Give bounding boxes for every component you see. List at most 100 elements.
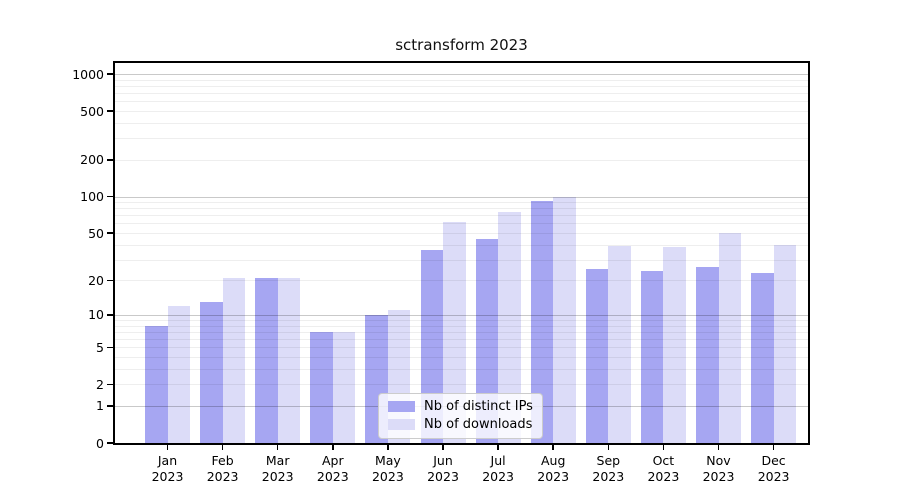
- x-tick-month-text: Feb: [211, 453, 234, 468]
- bar-downloads-nov: [718, 233, 741, 443]
- bar-distinct-ips-sep: [585, 269, 609, 443]
- x-tick-month-text: Apr: [321, 453, 344, 468]
- x-tick-mark-dec: [772, 445, 775, 450]
- y-tick-label-20: 20: [88, 272, 104, 288]
- x-tick-year-text: 2023: [647, 468, 680, 484]
- bar-downloads-jan: [167, 306, 190, 443]
- legend: Nb of distinct IPs Nb of downloads: [378, 393, 543, 439]
- minor-gridline-9: [115, 320, 808, 322]
- y-tick-mark-20: [107, 279, 113, 282]
- x-tick-year-text: 2023: [316, 468, 349, 484]
- x-tick-month-text: Oct: [652, 453, 675, 468]
- minor-gridline-6: [115, 339, 808, 341]
- legend-swatch-downloads: [388, 419, 415, 430]
- y-tick-mark-100: [107, 195, 113, 198]
- y-tick-label-2: 2: [96, 376, 104, 392]
- x-tick-mark-jul: [497, 445, 499, 450]
- x-tick-mark-feb: [221, 445, 224, 450]
- y-tick-mark-1: [107, 405, 113, 407]
- x-tick-label-jul: Jul 2023: [458, 453, 538, 484]
- legend-swatch-distinct-ips: [388, 401, 415, 412]
- bar-distinct-ips-dec: [751, 273, 774, 443]
- x-tick-label-aug: Aug 2023: [513, 453, 593, 484]
- minor-gridline-600: [115, 101, 808, 103]
- bar-downloads-jul: [498, 212, 521, 443]
- minor-gridline-2: [115, 384, 808, 386]
- minor-gridline-4: [115, 357, 808, 359]
- x-tick-mark-aug: [552, 445, 554, 450]
- x-tick-year-text: 2023: [206, 468, 239, 484]
- x-tick-label-dec: Dec 2023: [734, 453, 814, 484]
- x-tick-month-text: Aug: [540, 453, 566, 468]
- chart-title: sctransform 2023: [395, 36, 528, 54]
- x-tick-month-text: Mar: [265, 453, 290, 468]
- x-tick-label-may: May 2023: [348, 453, 428, 484]
- legend-label-downloads: Nb of downloads: [424, 417, 533, 432]
- x-tick-year-text: 2023: [371, 468, 404, 484]
- bar-downloads-aug: [553, 196, 576, 443]
- minor-gridline-500: [115, 111, 808, 113]
- x-tick-label-oct: Oct 2023: [623, 453, 703, 484]
- x-tick-label-jun: Jun 2023: [403, 453, 483, 484]
- x-tick-month-text: Jan: [157, 453, 178, 468]
- legend-row-downloads: Nb of downloads: [388, 417, 533, 432]
- x-tick-mark-may: [387, 445, 389, 450]
- x-tick-month-text: Jul: [490, 453, 506, 468]
- minor-gridline-50: [115, 233, 808, 235]
- minor-gridline-20: [115, 280, 808, 282]
- x-tick-year-text: 2023: [757, 468, 790, 484]
- x-tick-year-text: 2023: [151, 468, 184, 484]
- x-tick-label-sep: Sep 2023: [568, 453, 648, 484]
- x-tick-label-apr: Apr 2023: [293, 453, 373, 484]
- minor-gridline-60: [115, 223, 808, 225]
- x-tick-label-jan: Jan 2023: [128, 453, 208, 484]
- minor-gridline-30: [115, 259, 808, 261]
- y-tick-mark-1000: [107, 73, 113, 75]
- minor-gridline-8: [115, 325, 808, 327]
- x-tick-label-feb: Feb 2023: [183, 453, 263, 484]
- bar-downloads-oct: [663, 247, 686, 443]
- minor-gridline-5: [115, 347, 808, 349]
- legend-label-distinct-ips: Nb of distinct IPs: [424, 399, 533, 414]
- bar-downloads-dec: [773, 244, 797, 443]
- bar-downloads-sep: [608, 246, 631, 443]
- y-tick-mark-5: [107, 346, 113, 349]
- bar-distinct-ips-apr: [310, 331, 333, 443]
- x-tick-mark-jun: [442, 445, 444, 450]
- y-tick-label-200: 200: [80, 152, 104, 168]
- bar-downloads-apr: [332, 331, 356, 443]
- minor-gridline-40: [115, 244, 808, 246]
- bar-distinct-ips-nov: [696, 267, 719, 443]
- x-tick-mark-oct: [662, 445, 665, 450]
- bar-distinct-ips-jul: [475, 238, 499, 443]
- minor-gridline-700: [115, 93, 808, 95]
- x-tick-label-mar: Mar 2023: [238, 453, 318, 484]
- x-tick-month-text: Nov: [706, 453, 731, 468]
- x-tick-year-text: 2023: [537, 468, 570, 484]
- major-gridline-10: [115, 314, 808, 316]
- x-tick-year-text: 2023: [702, 468, 735, 484]
- x-tick-year-text: 2023: [427, 468, 459, 484]
- y-tick-label-0: 0: [96, 435, 104, 451]
- bar-distinct-ips-aug: [530, 200, 554, 443]
- major-gridline-100: [115, 196, 808, 198]
- y-tick-mark-0: [107, 442, 113, 444]
- x-tick-month-text: May: [374, 453, 401, 468]
- bar-distinct-ips-jan: [145, 325, 168, 443]
- minor-gridline-7: [115, 331, 808, 333]
- minor-gridline-90: [115, 202, 808, 204]
- bar-distinct-ips-mar: [255, 277, 278, 443]
- y-tick-label-50: 50: [88, 225, 104, 241]
- y-tick-label-500: 500: [80, 103, 104, 119]
- x-tick-mark-jan: [166, 445, 169, 450]
- x-tick-mark-apr: [332, 445, 334, 450]
- x-tick-year-text: 2023: [592, 468, 625, 484]
- x-tick-month-text: Jun: [433, 453, 453, 468]
- y-tick-mark-50: [107, 232, 113, 234]
- minor-gridline-400: [115, 122, 808, 124]
- legend-row-distinct-ips: Nb of distinct IPs: [388, 399, 533, 414]
- y-tick-label-10: 10: [88, 307, 104, 323]
- x-tick-month-text: Sep: [596, 453, 621, 468]
- minor-gridline-70: [115, 215, 808, 217]
